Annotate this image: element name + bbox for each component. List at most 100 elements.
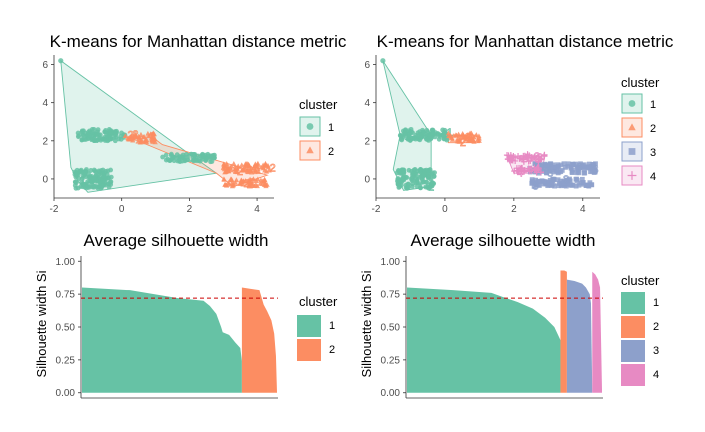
point-label-cluster-1: 1 — [415, 175, 421, 187]
legend-symbol-2 — [306, 146, 314, 154]
point-label-cluster-2: 2 — [465, 131, 471, 143]
x-tick-label: -2 — [50, 204, 59, 215]
data-point-cluster-1 — [198, 153, 204, 159]
data-point-cluster-1 — [436, 136, 442, 142]
data-point-cluster-1 — [398, 178, 404, 184]
data-point-cluster-3 — [555, 164, 560, 170]
data-point-cluster-3 — [551, 176, 557, 182]
data-point-cluster-4 — [513, 165, 521, 172]
y-tick-label: 0.50 — [381, 323, 401, 334]
point-label-cluster-4: 3 — [537, 152, 543, 164]
data-point-cluster-1 — [435, 131, 441, 136]
point-label-cluster-2: 2 — [237, 166, 243, 178]
point-label-cluster-1: 1 — [92, 134, 98, 146]
point-label-cluster-3: 3 — [547, 168, 553, 180]
data-point-cluster-2 — [138, 139, 145, 145]
legend-label-2: 2 — [328, 146, 334, 158]
data-point-cluster-1 — [195, 158, 201, 164]
data-point-cluster-2 — [476, 138, 482, 143]
data-point-cluster-4 — [519, 156, 526, 163]
point-label-cluster-1: 1 — [407, 128, 413, 140]
data-point-cluster-3 — [556, 180, 562, 186]
data-point-cluster-2 — [462, 136, 469, 142]
point-label-cluster-3: 3 — [592, 164, 598, 176]
data-point-cluster-2 — [140, 134, 147, 140]
y-tick-label: 4 — [364, 98, 370, 109]
silhouette-bars-cluster-2 — [560, 270, 567, 393]
data-point-cluster-4 — [524, 154, 531, 161]
data-point-cluster-1 — [96, 168, 102, 174]
chart-title-1: K-means for Manhattan distance metric — [50, 32, 347, 51]
data-point-cluster-2 — [122, 133, 129, 139]
data-point-cluster-4 — [531, 164, 538, 171]
data-point-cluster-3 — [580, 180, 586, 185]
data-point-cluster-1 — [380, 58, 386, 64]
data-point-cluster-1 — [426, 174, 432, 180]
data-point-cluster-3 — [527, 169, 533, 175]
point-label-cluster-3: 3 — [533, 181, 539, 193]
data-point-cluster-2 — [225, 168, 232, 174]
point-label-cluster-1: 1 — [88, 174, 94, 186]
data-point-cluster-1 — [108, 131, 114, 136]
point-label-cluster-2: 2 — [247, 179, 253, 191]
point-label-cluster-3: 3 — [563, 174, 569, 186]
point-label-cluster-2: 2 — [243, 178, 249, 190]
data-point-cluster-1 — [170, 154, 176, 160]
x-tick-label: 4 — [580, 204, 586, 215]
data-point-cluster-2 — [223, 182, 229, 188]
legend-key-2 — [297, 339, 321, 361]
y-tick-label: 0.75 — [381, 290, 401, 301]
legend-4: 1 2 3 4 — [621, 292, 659, 386]
data-point-cluster-2 — [232, 179, 238, 185]
data-point-cluster-3 — [591, 162, 597, 168]
point-label-cluster-1: 1 — [424, 179, 430, 191]
data-point-cluster-3 — [548, 161, 554, 167]
data-point-cluster-1 — [89, 179, 95, 185]
data-point-cluster-3 — [538, 162, 543, 168]
data-point-cluster-3 — [533, 177, 539, 183]
data-point-cluster-1 — [203, 158, 209, 163]
data-point-cluster-3 — [529, 177, 535, 183]
x-tick-label: 0 — [119, 204, 125, 215]
data-point-cluster-2 — [224, 161, 230, 166]
point-label-cluster-1: 1 — [80, 175, 86, 187]
data-point-cluster-2 — [221, 176, 227, 182]
data-point-cluster-3 — [576, 182, 582, 188]
data-point-cluster-1 — [420, 131, 426, 137]
data-point-cluster-1 — [411, 135, 417, 141]
point-label-cluster-4: 4 — [527, 165, 533, 177]
data-point-cluster-4 — [504, 156, 512, 163]
data-point-cluster-2 — [133, 134, 139, 140]
data-point-cluster-1 — [74, 171, 80, 177]
legend-symbol-4 — [627, 171, 637, 180]
data-point-cluster-2 — [473, 132, 479, 137]
scatter-panel-2: -20240246111111222333333333444 — [364, 55, 600, 215]
data-point-cluster-2 — [138, 131, 144, 137]
point-label-cluster-2: 2 — [270, 162, 276, 174]
silhouette-bars-cluster-3 — [566, 279, 593, 393]
data-point-cluster-3 — [586, 161, 592, 167]
silhouette-bars-cluster-1 — [82, 287, 242, 393]
y-tick-label: 0.50 — [56, 323, 76, 334]
legend-symbol-3 — [628, 148, 636, 155]
data-point-cluster-1 — [163, 152, 169, 158]
x-tick-label: 2 — [187, 204, 193, 215]
data-point-cluster-3 — [565, 161, 571, 167]
data-point-cluster-2 — [237, 180, 244, 186]
y-tick-label: 2 — [42, 136, 48, 147]
y-tick-label: 4 — [42, 98, 48, 109]
point-label-cluster-2: 2 — [460, 137, 466, 149]
data-point-cluster-1 — [171, 158, 177, 164]
data-point-cluster-3 — [547, 168, 552, 174]
data-point-cluster-1 — [92, 183, 98, 189]
data-point-cluster-1 — [417, 185, 423, 191]
data-point-cluster-3 — [581, 164, 587, 170]
data-point-cluster-1 — [406, 132, 411, 137]
data-point-cluster-2 — [246, 163, 252, 169]
data-point-cluster-2 — [250, 176, 257, 182]
silhouette-bars-cluster-1 — [407, 287, 561, 393]
data-point-cluster-1 — [58, 58, 64, 64]
data-point-cluster-3 — [533, 182, 539, 188]
data-point-cluster-3 — [588, 169, 593, 175]
